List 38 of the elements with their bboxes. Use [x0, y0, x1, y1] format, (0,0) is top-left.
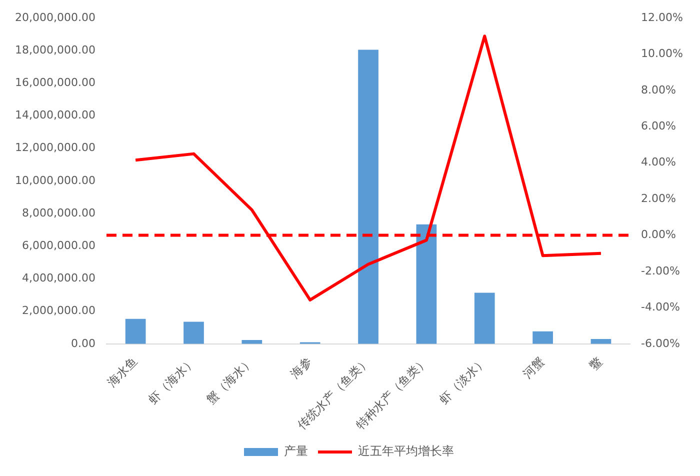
- y-tick-label: 10,000,000.00: [14, 174, 96, 187]
- y-tick-label: 0.00: [70, 336, 96, 350]
- y-tick-label: 6,000,000.00: [22, 239, 96, 252]
- y2-tick-label: 8.00%: [641, 83, 676, 96]
- x-tick-label: 虾（淡水）: [436, 354, 489, 407]
- x-tick-label: 海水鱼: [104, 354, 140, 390]
- y-tick-label: 8,000,000.00: [22, 206, 96, 220]
- bar: [590, 339, 612, 344]
- y2-tick-label: 2.00%: [641, 192, 676, 205]
- y2-tick-label: 0.00%: [641, 228, 676, 242]
- y-tick-label: 20,000,000.00: [14, 10, 96, 24]
- bar: [242, 340, 262, 344]
- bar: [416, 224, 437, 344]
- y-tick-label: 18,000,000.00: [14, 43, 96, 56]
- y2-tick-label: 6.00%: [641, 120, 676, 133]
- x-tick-label: 蟹（海水）: [204, 354, 256, 407]
- y-tick-label: 14,000,000.00: [14, 108, 96, 122]
- bar: [184, 322, 204, 344]
- y-tick-label: 12,000,000.00: [14, 141, 96, 154]
- y-tick-label: 4,000,000.00: [22, 272, 96, 285]
- x-tick-label: 海参: [288, 354, 314, 382]
- legend-label: 产量: [284, 444, 308, 458]
- bar: [125, 318, 146, 344]
- y-tick-label: 2,000,000.00: [22, 304, 96, 318]
- x-tick-label: 虾（海水）: [146, 354, 198, 407]
- y2-tick-label: 4.00%: [641, 156, 676, 169]
- y2-tick-label: 12.00%: [641, 10, 684, 24]
- y2-tick-label: -2.00%: [641, 264, 680, 278]
- bar: [474, 292, 495, 344]
- y-tick-label: 16,000,000.00: [14, 76, 96, 90]
- legend-label: 近五年平均增长率: [358, 444, 454, 458]
- bar: [358, 50, 378, 344]
- x-tick-label: 鳖: [586, 354, 606, 373]
- x-tick-label: 河蟹: [520, 354, 548, 382]
- y2-tick-label: -4.00%: [641, 300, 680, 314]
- y2-tick-label: -6.00%: [641, 336, 680, 350]
- y2-tick-label: 10.00%: [641, 47, 684, 60]
- bar: [532, 331, 553, 344]
